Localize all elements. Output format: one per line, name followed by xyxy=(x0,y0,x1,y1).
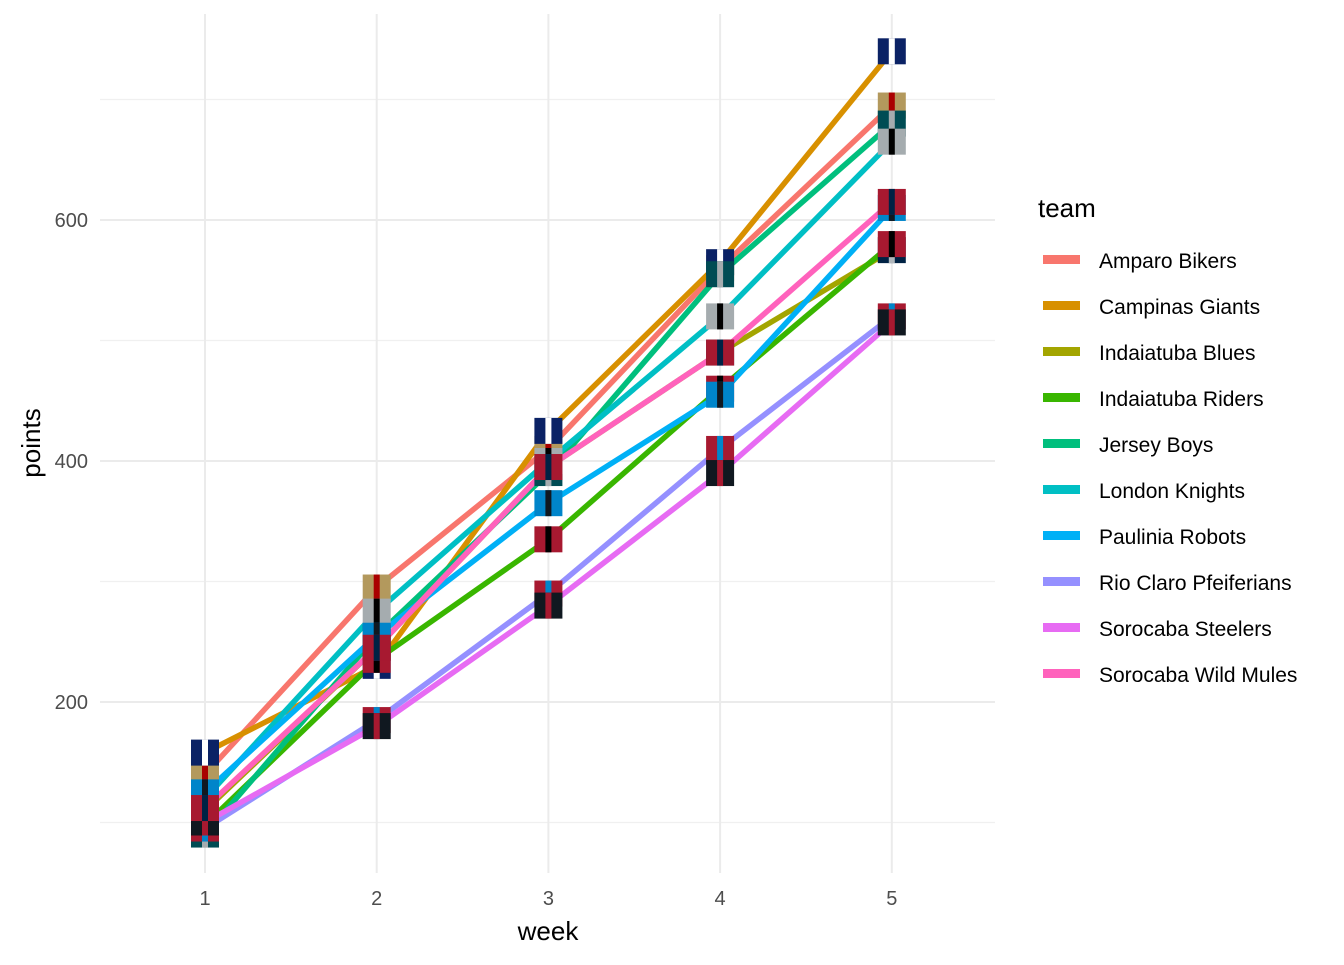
team-logo-markers xyxy=(191,38,906,848)
team-logo-marker xyxy=(362,598,391,625)
team-logo-marker xyxy=(706,460,735,487)
team-logo-marker xyxy=(877,188,906,215)
team-logo-marker xyxy=(877,38,906,65)
team-logo-marker xyxy=(877,231,906,258)
legend-label: Rio Claro Pfeiferians xyxy=(1099,572,1292,595)
team-logo-marker xyxy=(534,454,563,481)
legend-swatch xyxy=(1043,301,1080,310)
team-logo-marker xyxy=(362,713,391,740)
team-logo-marker xyxy=(362,634,391,661)
x-tick-label: 1 xyxy=(199,888,210,910)
team-logo-marker xyxy=(534,592,563,619)
legend-swatch xyxy=(1043,485,1080,494)
legend-label: London Knights xyxy=(1099,480,1245,503)
x-tick-label: 5 xyxy=(886,888,897,910)
team-logo-marker xyxy=(706,435,735,462)
legend-label: Indaiatuba Riders xyxy=(1099,388,1264,411)
legend-label: Paulinia Robots xyxy=(1099,526,1246,549)
legend-swatch xyxy=(1043,531,1080,540)
team-logo-marker xyxy=(534,490,563,517)
legend-swatch xyxy=(1043,347,1080,356)
team-logo-marker xyxy=(191,739,219,766)
x-axis-title: week xyxy=(517,916,580,946)
legend-swatch xyxy=(1043,393,1080,402)
y-tick-label: 200 xyxy=(55,692,88,714)
legend-label: Jersey Boys xyxy=(1099,434,1213,457)
legend-title: team xyxy=(1038,193,1096,223)
team-logo-marker xyxy=(706,339,735,366)
y-axis-title: points xyxy=(16,408,46,477)
legend-label: Sorocaba Steelers xyxy=(1099,618,1272,641)
team-logo-marker xyxy=(534,417,563,444)
legend-label: Sorocaba Wild Mules xyxy=(1099,664,1297,687)
x-tick-label: 2 xyxy=(371,888,382,910)
x-tick-label: 3 xyxy=(543,888,554,910)
team-logo-marker xyxy=(706,261,735,288)
legend-swatch xyxy=(1043,623,1080,632)
team-logo-marker xyxy=(362,574,391,601)
team-logo-marker xyxy=(534,526,563,553)
legend-label: Amparo Bikers xyxy=(1099,250,1237,273)
legend-label: Campinas Giants xyxy=(1099,296,1260,319)
legend: team Amparo Bikers Campinas Giants Indaiat… xyxy=(1038,193,1297,687)
axes: 200 400 600 1 2 3 4 5 xyxy=(55,210,898,910)
legend-swatch xyxy=(1043,439,1080,448)
x-tick-label: 4 xyxy=(715,888,726,910)
legend-label: Indaiatuba Blues xyxy=(1099,342,1255,365)
team-logo-marker xyxy=(706,381,735,408)
y-tick-label: 600 xyxy=(55,210,88,232)
team-logo-marker xyxy=(191,795,219,822)
team-logo-marker xyxy=(877,309,906,336)
legend-swatch xyxy=(1043,577,1080,586)
y-tick-label: 400 xyxy=(55,451,88,473)
legend-swatch xyxy=(1043,669,1080,678)
team-logo-marker xyxy=(877,128,906,155)
legend-swatch xyxy=(1043,255,1080,264)
team-logo-marker xyxy=(706,303,735,330)
